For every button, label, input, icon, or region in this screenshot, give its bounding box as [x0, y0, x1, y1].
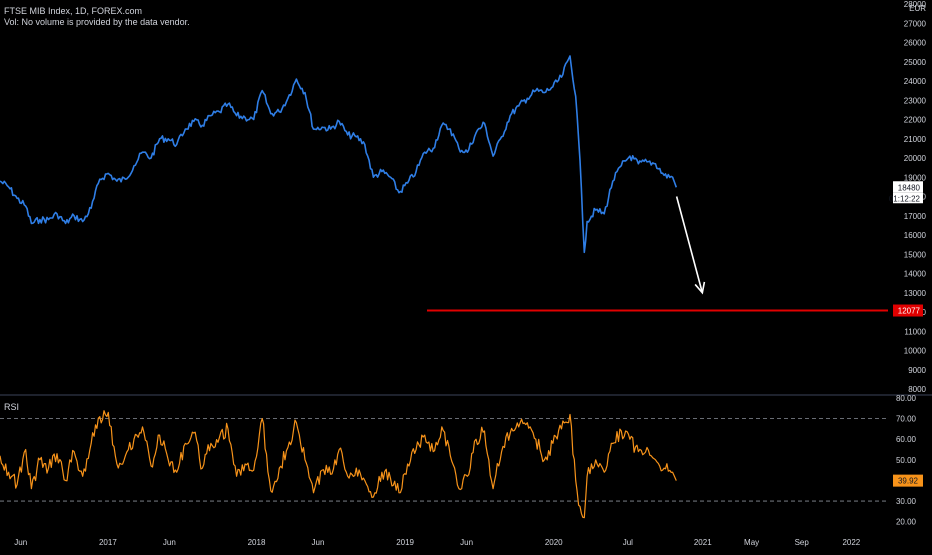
price-axis-tick: 22000	[904, 116, 927, 125]
price-axis-tick: 11000	[904, 327, 926, 336]
rsi-axis-tick: 50.00	[896, 456, 917, 465]
volume-note: Vol: No volume is provided by the data v…	[4, 17, 190, 27]
countdown-label: 01:12:22	[889, 194, 921, 203]
time-axis-tick: Sep	[795, 538, 810, 547]
price-axis-tick: 25000	[904, 58, 927, 67]
time-axis-tick: Jun	[312, 538, 325, 547]
price-axis-tick: 26000	[904, 39, 927, 48]
last-price-badge	[893, 181, 923, 193]
time-axis-tick: 2022	[842, 538, 860, 547]
price-axis-tick: 15000	[904, 250, 927, 259]
price-axis-tick: 27000	[904, 19, 927, 28]
price-axis-currency: EUR	[909, 4, 926, 13]
price-axis-tick: 17000	[904, 212, 927, 221]
price-axis-tick: 10000	[904, 347, 927, 356]
rsi-series-line[interactable]	[0, 410, 677, 519]
price-axis-tick: 16000	[904, 231, 927, 240]
time-axis-tick: 2017	[99, 538, 117, 547]
rsi-last-value-label: 39.92	[898, 477, 919, 486]
time-axis-tick: May	[744, 538, 759, 547]
price-axis-tick: 8000	[908, 385, 926, 394]
chart-title: FTSE MIB Index, 1D, FOREX.com	[4, 6, 143, 16]
projection-arrow-line[interactable]	[675, 196, 704, 293]
projection-arrow-head[interactable]	[694, 281, 706, 295]
price-axis-tick: 19000	[904, 173, 927, 182]
price-axis-tick: 20000	[904, 154, 927, 163]
rsi-axis-tick: 60.00	[896, 435, 917, 444]
price-axis-tick: 14000	[904, 270, 927, 279]
target-level-label: 12077	[898, 307, 921, 316]
rsi-last-value-badge	[893, 474, 923, 487]
time-axis-tick: Jul	[623, 538, 633, 547]
time-axis-tick: 2019	[396, 538, 414, 547]
time-axis-tick: Jun	[14, 538, 27, 547]
time-axis-tick: 2021	[694, 538, 712, 547]
time-axis-tick: 2020	[545, 538, 563, 547]
price-axis-tick: 28000	[904, 0, 927, 9]
target-level-badge	[893, 304, 923, 317]
rsi-axis-tick: 30.00	[896, 497, 917, 506]
price-axis-tick: 13000	[904, 289, 927, 298]
price-axis-tick: 9000	[908, 366, 926, 375]
rsi-panel-label: RSI	[4, 402, 20, 412]
rsi-axis-tick: 80.00	[896, 394, 917, 403]
last-price-label: 18480	[898, 183, 921, 192]
price-series-line[interactable]	[0, 55, 678, 254]
time-axis-tick: Jun	[163, 538, 176, 547]
rsi-axis-tick: 70.00	[896, 415, 917, 424]
price-axis-tick: 24000	[904, 77, 927, 86]
rsi-axis-tick: 20.00	[896, 518, 917, 527]
countdown-badge	[893, 192, 923, 204]
price-axis-tick: 23000	[904, 96, 927, 105]
time-axis-tick: 2018	[248, 538, 266, 547]
time-axis-tick: Jun	[460, 538, 473, 547]
price-axis-tick: 21000	[904, 135, 927, 144]
